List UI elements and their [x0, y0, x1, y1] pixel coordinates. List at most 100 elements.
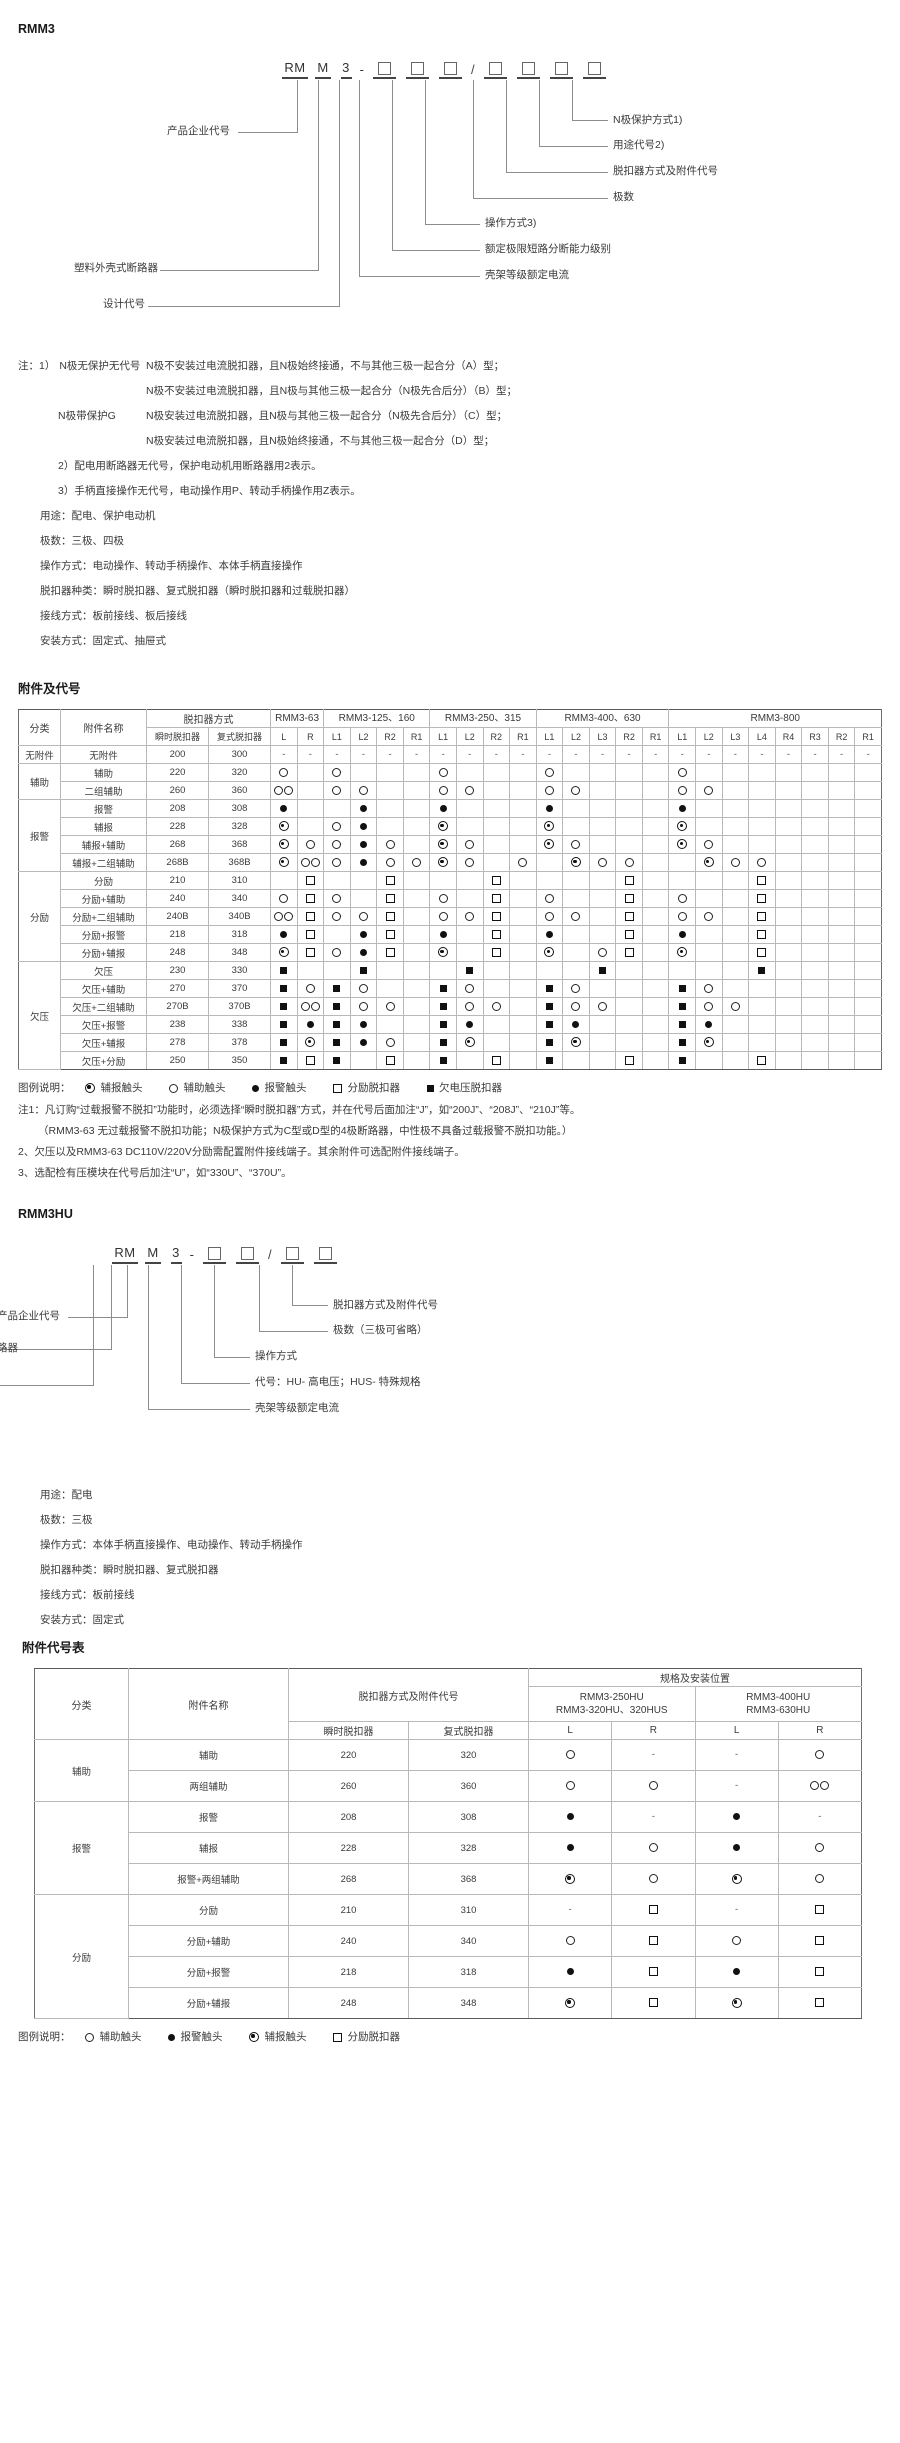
td2-accessory-name: 分励+报警	[128, 1956, 289, 1988]
td-symbol-cell	[376, 835, 404, 854]
td-symbol-cell	[509, 781, 537, 800]
td-symbol-cell	[402, 1033, 431, 1052]
td-symbol-cell	[827, 853, 856, 872]
th-position-L2: L2	[562, 727, 590, 746]
shunt-trip-icon	[305, 875, 315, 885]
td-symbol-cell	[482, 1015, 511, 1034]
code2-char-m: M	[147, 1245, 159, 1260]
td-accessory-name: 分励+辅助	[60, 889, 147, 908]
td-symbol-cell	[296, 763, 325, 782]
td-symbol-cell	[482, 961, 511, 980]
td-symbol-cell	[349, 1015, 378, 1034]
td-symbol-cell: -	[801, 745, 829, 764]
td-symbol-cell	[854, 925, 882, 944]
auxiliary-contact-icon	[810, 1781, 820, 1791]
shunt-trip-icon	[305, 893, 315, 903]
th-frame-group: RMM3-125、160	[323, 709, 431, 728]
auxiliary-contact-icon	[465, 839, 475, 849]
auxiliary-contact-icon	[704, 983, 714, 993]
spec2-wiring: 接线方式：板前接线	[40, 1589, 135, 1601]
code2-box-1	[208, 1247, 221, 1260]
td-symbol-cell	[270, 871, 298, 890]
code-char-m: M	[317, 60, 329, 75]
alarm-contact-icon	[280, 804, 288, 812]
alarm-contact-icon	[678, 804, 686, 812]
td-symbol-cell	[695, 979, 723, 998]
th-instant-trip: 瞬时脱扣器	[146, 727, 209, 746]
td-symbol-cell	[827, 961, 856, 980]
td-symbol-cell: -	[455, 745, 484, 764]
auxiliary-contact-icon	[815, 1843, 825, 1853]
aux-alarm-contact-icon	[731, 1873, 742, 1884]
th-position-R2: R2	[827, 727, 856, 746]
td-symbol-cell	[455, 961, 484, 980]
spec2-usage: 用途：配电	[40, 1489, 93, 1501]
td-symbol-cell	[323, 817, 351, 836]
td-symbol-cell: -	[296, 745, 325, 764]
shunt-trip-icon	[624, 929, 634, 939]
none-marker: -	[415, 748, 419, 760]
td2-category: 报警	[34, 1801, 129, 1895]
td-symbol-cell	[402, 763, 431, 782]
none-marker: -	[568, 1904, 572, 1916]
none-marker: -	[680, 748, 684, 760]
td-symbol-cell	[349, 871, 378, 890]
td-symbol-cell	[721, 817, 750, 836]
td-symbol-cell	[482, 997, 511, 1016]
footnotes-1: 注1：凡订购“过载报警不脱扣”功能时，必须选择“瞬时脱扣器”方式，并在代号后面加…	[0, 1101, 900, 1183]
td2-symbol-cell	[611, 1832, 696, 1864]
note-row: 注：1） N极无保护无代号 N极不安装过电流脱扣器，且N极始终接通，不与其他三极…	[18, 354, 882, 379]
table-row: 欠压+二组辅助 270B 370B	[19, 997, 882, 1016]
auxiliary-contact-icon	[274, 911, 284, 921]
td-symbol-cell	[748, 835, 776, 854]
auxiliary-contact-icon	[332, 857, 342, 867]
aux-alarm-contact-icon	[438, 821, 449, 832]
undervoltage-trip-icon	[333, 1002, 341, 1010]
td-symbol-cell	[721, 835, 750, 854]
td-symbol-cell	[349, 781, 378, 800]
td2-symbol-cell	[694, 1801, 779, 1833]
aux-alarm-contact-icon	[677, 947, 688, 958]
td-symbol-cell	[402, 871, 431, 890]
alarm-contact-icon	[733, 1813, 741, 1821]
legend-item-label: 辅助触头	[99, 2031, 142, 2043]
td-compound-code: 328	[208, 817, 271, 836]
table2-row: 报警 报警 208 308- -	[34, 1801, 863, 1895]
td-symbol-cell	[376, 763, 404, 782]
shunt-trip-icon	[648, 1936, 658, 1946]
td-symbol-cell	[349, 1033, 378, 1052]
td-symbol-cell	[323, 853, 351, 872]
td-symbol-cell	[402, 961, 431, 980]
legend-item: 欠电压脱扣器	[426, 1077, 502, 1099]
td-symbol-cell	[296, 979, 325, 998]
code-box-1	[378, 62, 391, 75]
aux-alarm-contact-icon	[544, 947, 555, 958]
td-symbol-cell	[323, 799, 351, 818]
td-symbol-cell	[854, 997, 882, 1016]
table-row: 欠压+分励 250 350	[19, 1051, 882, 1070]
td-symbol-cell	[748, 997, 776, 1016]
undervoltage-trip-icon	[280, 984, 288, 992]
auxiliary-contact-icon	[565, 1750, 575, 1760]
auxiliary-contact-icon	[677, 785, 687, 795]
th-position-L2: L2	[695, 727, 723, 746]
undervoltage-trip-icon	[280, 966, 288, 974]
td-symbol-cell	[535, 853, 564, 872]
shunt-trip-icon	[648, 1998, 658, 2008]
th2-category: 分类	[34, 1668, 129, 1740]
td-accessory-name: 二组辅助	[60, 781, 147, 800]
auxiliary-contact-icon	[820, 1781, 830, 1791]
auxiliary-contact-icon	[332, 821, 342, 831]
th2-trip-mode: 脱扣器方式及附件代号	[288, 1668, 529, 1722]
td-symbol-cell	[376, 781, 404, 800]
undervoltage-trip-icon	[333, 1038, 341, 1046]
td-compound-code: 370B	[208, 997, 271, 1016]
none-marker: -	[600, 748, 605, 760]
td-symbol-cell	[402, 799, 431, 818]
td-symbol-cell	[827, 979, 856, 998]
shunt-trip-icon	[815, 1967, 825, 1977]
td-symbol-cell	[562, 997, 590, 1016]
table-row: 分励+报警 218 318	[19, 925, 882, 944]
label-n-pole-protection: N极保护方式1)	[613, 114, 683, 126]
td-instant-code: 270B	[146, 997, 209, 1016]
